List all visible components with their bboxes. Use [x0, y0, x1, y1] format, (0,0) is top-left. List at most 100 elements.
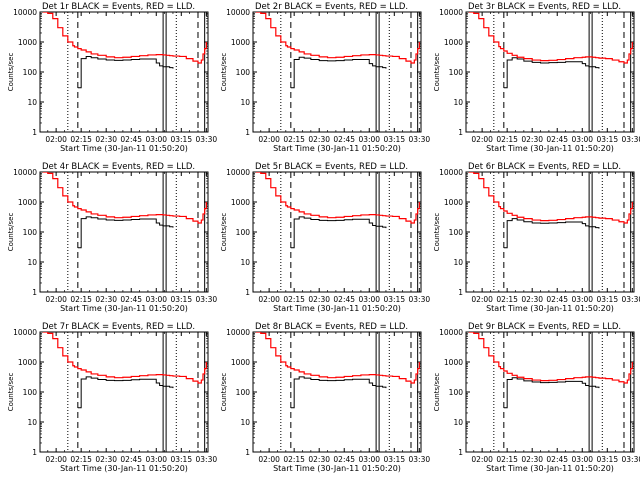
- x-tick-label: 03:15: [170, 295, 192, 304]
- x-axis-label: Start Time (30-Jan-11 01:50:20): [486, 464, 614, 473]
- plot-data-area: [42, 172, 207, 292]
- x-tick-label: 03:30: [409, 135, 431, 144]
- y-tick-label: 10000: [226, 168, 250, 177]
- y-tick-label: 100: [449, 388, 464, 397]
- plot-frame: [252, 171, 422, 293]
- y-tick-label: 10: [240, 98, 250, 107]
- x-tick-label: 02:15: [496, 455, 518, 464]
- y-tick-label: 100: [23, 228, 38, 237]
- plot-frame: [39, 331, 209, 453]
- x-tick-label: 02:00: [471, 295, 493, 304]
- y-tick-label: 1: [32, 128, 37, 137]
- y-axis-label: Counts/sec: [7, 53, 15, 92]
- y-tick-label: 100: [236, 388, 251, 397]
- x-tick-label: 02:45: [333, 135, 355, 144]
- plot-frame: [465, 331, 635, 453]
- y-tick-label: 1000: [444, 358, 463, 367]
- x-tick-label: 03:00: [358, 135, 380, 144]
- x-tick-label: 02:15: [283, 135, 305, 144]
- x-tick-label: 02:00: [45, 455, 67, 464]
- y-tick-label: 100: [449, 228, 464, 237]
- x-axis-label: Start Time (30-Jan-11 01:50:20): [486, 144, 614, 153]
- event-rate-series: [77, 376, 174, 409]
- x-tick-label: 02:15: [283, 455, 305, 464]
- plot-frame: [465, 11, 635, 133]
- lld-rate-series: [255, 12, 420, 64]
- plot-title: Det 8r BLACK = Events, RED = LLD.: [255, 322, 408, 332]
- y-tick-label: 1000: [18, 198, 37, 207]
- lld-rate-series: [42, 12, 207, 64]
- x-tick-label: 02:00: [258, 295, 280, 304]
- x-tick-label: 02:00: [471, 455, 493, 464]
- x-tick-label: 02:45: [333, 295, 355, 304]
- y-axis-label: Counts/sec: [220, 373, 228, 412]
- x-tick-label: 02:45: [333, 455, 355, 464]
- plot-title: Det 2r BLACK = Events, RED = LLD.: [255, 2, 408, 12]
- x-tick-label: 03:15: [383, 295, 405, 304]
- plot-data-area: [468, 332, 633, 452]
- event-rate-series: [503, 377, 600, 409]
- y-tick-label: 1000: [444, 38, 463, 47]
- plot-data-area: [42, 332, 207, 452]
- event-rate-series: [503, 218, 600, 249]
- lld-rate-series: [255, 332, 420, 384]
- y-tick-label: 10000: [13, 328, 37, 337]
- y-tick-label: 100: [236, 228, 251, 237]
- x-tick-label: 03:00: [358, 455, 380, 464]
- x-tick-label: 03:00: [145, 455, 167, 464]
- detector-plot: Det 7r BLACK = Events, RED = LLD. 1 10 100 1…: [7, 322, 217, 473]
- x-tick-label: 02:45: [546, 295, 568, 304]
- x-tick-label: 02:30: [308, 295, 330, 304]
- plot-frame: [39, 171, 209, 293]
- x-tick-label: 02:00: [45, 135, 67, 144]
- x-tick-label: 03:30: [622, 455, 640, 464]
- detector-plot: Det 5r BLACK = Events, RED = LLD. 1 10 100 1…: [220, 162, 430, 313]
- detector-plot: Det 1r BLACK = Events, RED = LLD. 1 10 100 1…: [7, 2, 217, 153]
- event-rate-series: [503, 57, 600, 89]
- x-tick-label: 02:30: [308, 135, 330, 144]
- x-tick-label: 03:30: [622, 135, 640, 144]
- y-tick-label: 10: [240, 258, 250, 267]
- x-tick-label: 03:00: [571, 455, 593, 464]
- y-tick-label: 10000: [13, 168, 37, 177]
- lld-rate-series: [468, 12, 633, 64]
- x-tick-label: 03:30: [409, 295, 431, 304]
- plot-data-area: [468, 12, 633, 132]
- plot-title: Det 1r BLACK = Events, RED = LLD.: [42, 2, 195, 12]
- x-tick-label: 03:15: [596, 135, 618, 144]
- y-tick-label: 10: [27, 418, 37, 427]
- y-tick-label: 1000: [444, 198, 463, 207]
- x-tick-label: 03:15: [170, 135, 192, 144]
- x-tick-label: 02:15: [283, 295, 305, 304]
- x-tick-label: 02:15: [496, 295, 518, 304]
- x-tick-label: 02:30: [95, 135, 117, 144]
- y-tick-label: 100: [23, 388, 38, 397]
- y-tick-label: 10000: [439, 168, 463, 177]
- y-tick-label: 10: [453, 98, 463, 107]
- x-axis-label: Start Time (30-Jan-11 01:50:20): [60, 144, 188, 153]
- x-tick-label: 03:15: [383, 455, 405, 464]
- x-tick-label: 02:00: [471, 135, 493, 144]
- plot-frame: [252, 331, 422, 453]
- y-tick-label: 10: [27, 98, 37, 107]
- x-tick-label: 03:15: [170, 455, 192, 464]
- detector-plot: Det 8r BLACK = Events, RED = LLD. 1 10 100 1…: [220, 322, 430, 473]
- x-tick-label: 02:30: [521, 135, 543, 144]
- x-tick-label: 02:00: [258, 455, 280, 464]
- plot-title: Det 7r BLACK = Events, RED = LLD.: [42, 322, 195, 332]
- y-axis-label: Counts/sec: [220, 213, 228, 252]
- x-axis-label: Start Time (30-Jan-11 01:50:20): [60, 464, 188, 473]
- x-tick-label: 03:00: [358, 295, 380, 304]
- x-tick-label: 02:45: [546, 135, 568, 144]
- y-tick-label: 100: [449, 68, 464, 77]
- x-axis-label: Start Time (30-Jan-11 01:50:20): [60, 304, 188, 313]
- y-tick-label: 1000: [18, 38, 37, 47]
- y-tick-label: 1: [458, 288, 463, 297]
- detector-plot: Det 3r BLACK = Events, RED = LLD. 1 10 100 1…: [433, 2, 640, 153]
- y-tick-label: 10000: [439, 8, 463, 17]
- x-tick-label: 02:15: [70, 295, 92, 304]
- event-rate-series: [77, 55, 174, 89]
- plot-title: Det 6r BLACK = Events, RED = LLD.: [468, 162, 621, 172]
- y-tick-label: 1: [32, 288, 37, 297]
- x-tick-label: 03:30: [196, 455, 218, 464]
